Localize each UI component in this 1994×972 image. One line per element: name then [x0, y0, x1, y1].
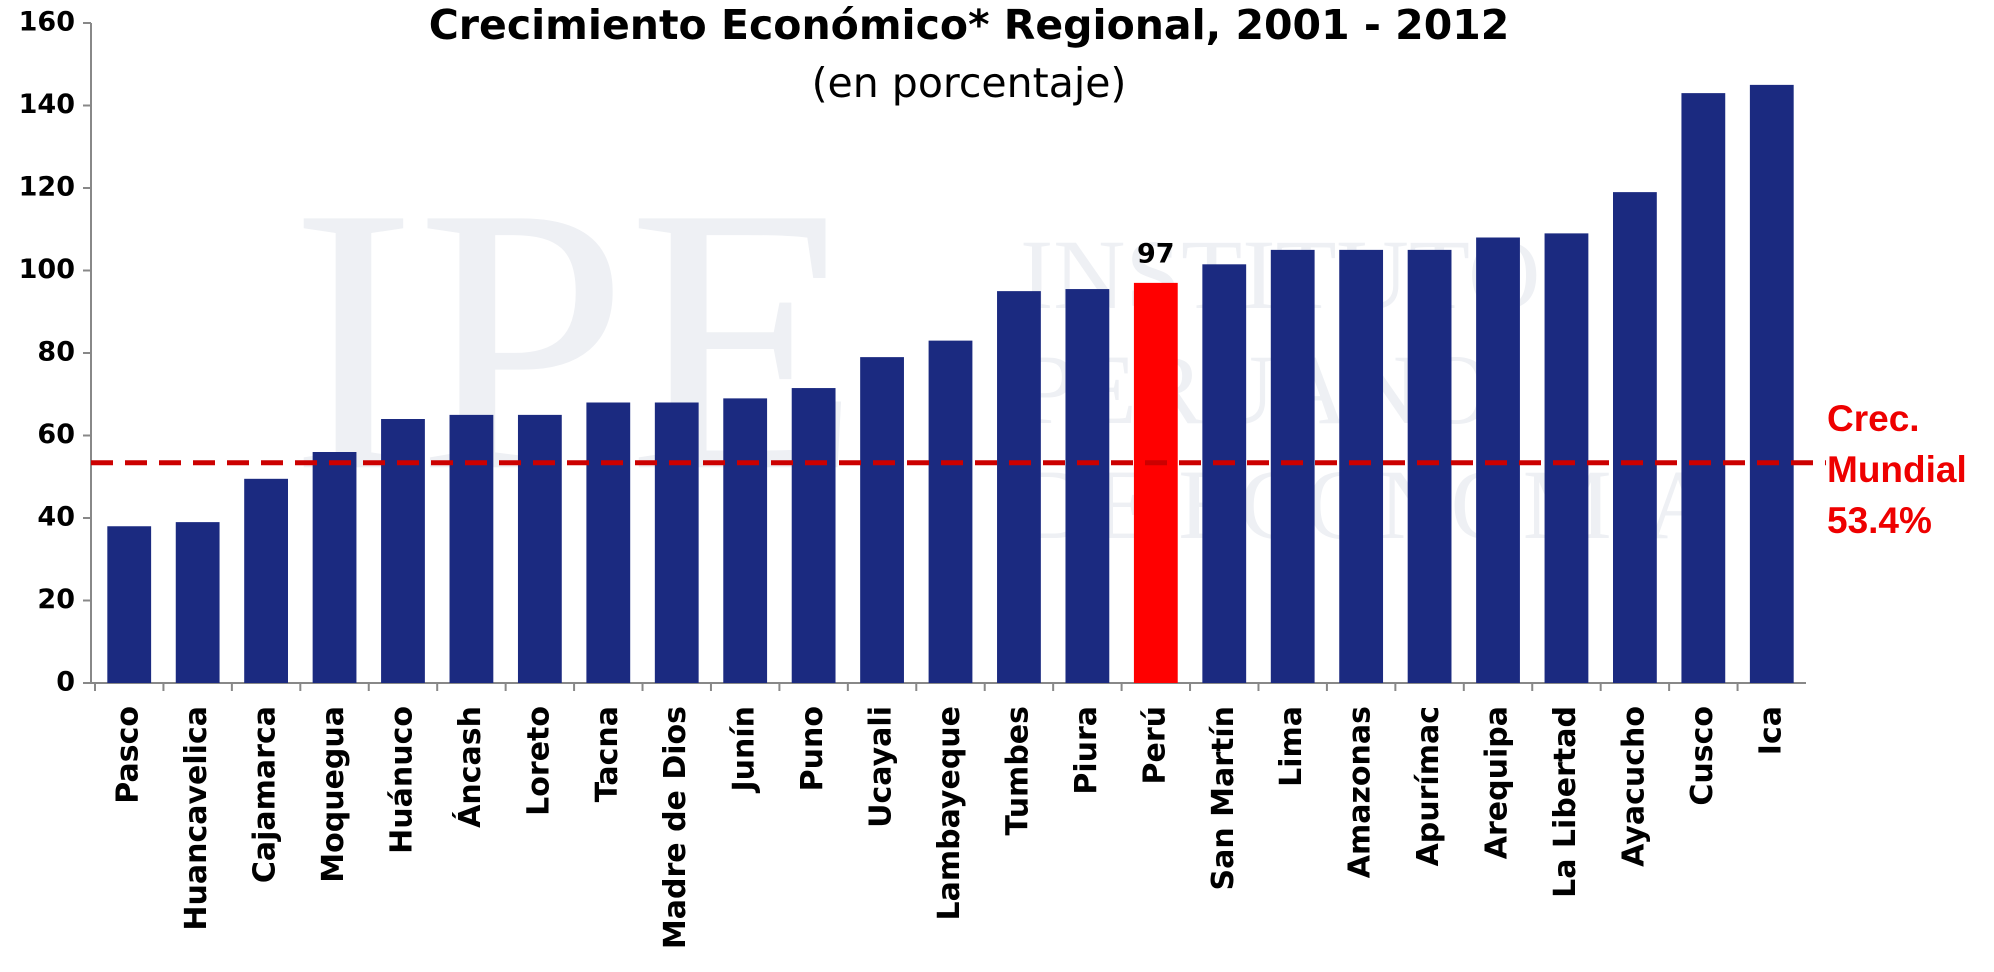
- y-tick-label: 20: [37, 584, 75, 615]
- bar: [381, 419, 425, 683]
- x-tick-label: Madre de Dios: [658, 706, 693, 949]
- x-tick-label: Amazonas: [1343, 706, 1378, 878]
- chart-title: Crecimiento Económico* Regional, 2001 - …: [429, 1, 1510, 49]
- bar: [928, 340, 973, 683]
- y-tick-label: 40: [37, 502, 75, 533]
- bar: [312, 452, 357, 683]
- x-tick-label: Pasco: [111, 706, 146, 804]
- x-tick-label: Loreto: [521, 706, 556, 816]
- bar: [175, 522, 220, 683]
- reference-label: Mundial: [1827, 449, 1967, 490]
- bar: [244, 478, 289, 683]
- x-tick-label: Huancavelica: [179, 706, 214, 931]
- bar: [1270, 249, 1315, 683]
- y-tick-label: 80: [37, 337, 75, 368]
- bar: [723, 398, 768, 683]
- x-tick-label: Tacna: [590, 706, 625, 802]
- x-tick-label: Ucayali: [864, 706, 899, 828]
- x-tick-label: Puno: [795, 706, 830, 791]
- x-tick-label: Tumbes: [1000, 706, 1035, 835]
- y-tick-label: 140: [19, 89, 75, 120]
- bar: [1612, 192, 1657, 683]
- y-tick-label: 160: [19, 7, 75, 38]
- bar: [997, 291, 1041, 683]
- bar: [1339, 249, 1384, 683]
- bar: [1065, 289, 1110, 683]
- x-tick-label: Huánuco: [384, 706, 419, 854]
- bar: [1133, 282, 1178, 683]
- bar: [1749, 84, 1794, 683]
- x-tick-label: Junín: [727, 706, 762, 794]
- bar: [860, 357, 904, 683]
- bar: [1202, 264, 1247, 683]
- x-tick-label: Lima: [1274, 706, 1309, 787]
- x-tick-label: Lambayeque: [932, 706, 967, 921]
- reference-label: Crec.: [1827, 398, 1920, 439]
- bar: [449, 414, 494, 683]
- bar: [1544, 233, 1589, 683]
- bar: [517, 414, 562, 683]
- y-tick-label: 60: [37, 419, 75, 450]
- x-tick-label: Ica: [1753, 706, 1788, 755]
- chart-subtitle: (en porcentaje): [812, 59, 1127, 107]
- bar: [1681, 93, 1726, 683]
- bar: [791, 388, 836, 683]
- x-tick-label: Cajamarca: [248, 706, 283, 883]
- y-tick-label: 120: [19, 172, 75, 203]
- x-tick-label: Piura: [1069, 706, 1104, 795]
- x-tick-label: Cusco: [1685, 706, 1720, 806]
- data-label: 97: [1137, 238, 1175, 269]
- y-tick-label: 100: [19, 254, 75, 285]
- bar: [654, 402, 699, 683]
- bar: [107, 526, 152, 683]
- bar: [1407, 249, 1452, 683]
- x-tick-label: Perú: [1137, 706, 1172, 785]
- x-tick-label: Áncash: [452, 706, 488, 828]
- bar: [586, 402, 631, 683]
- x-tick-label: Apurímac: [1411, 706, 1446, 866]
- x-tick-label: San Martín: [1206, 706, 1241, 891]
- watermark-logo: IPE: [290, 129, 860, 550]
- x-tick-label: Ayacucho: [1616, 706, 1651, 867]
- y-tick-label: 0: [56, 667, 75, 698]
- x-tick-label: Moquegua: [316, 706, 351, 883]
- reference-value-label: 53.4%: [1827, 500, 1932, 541]
- x-tick-label: La Libertad: [1548, 706, 1583, 898]
- x-tick-label: Arequipa: [1480, 706, 1515, 859]
